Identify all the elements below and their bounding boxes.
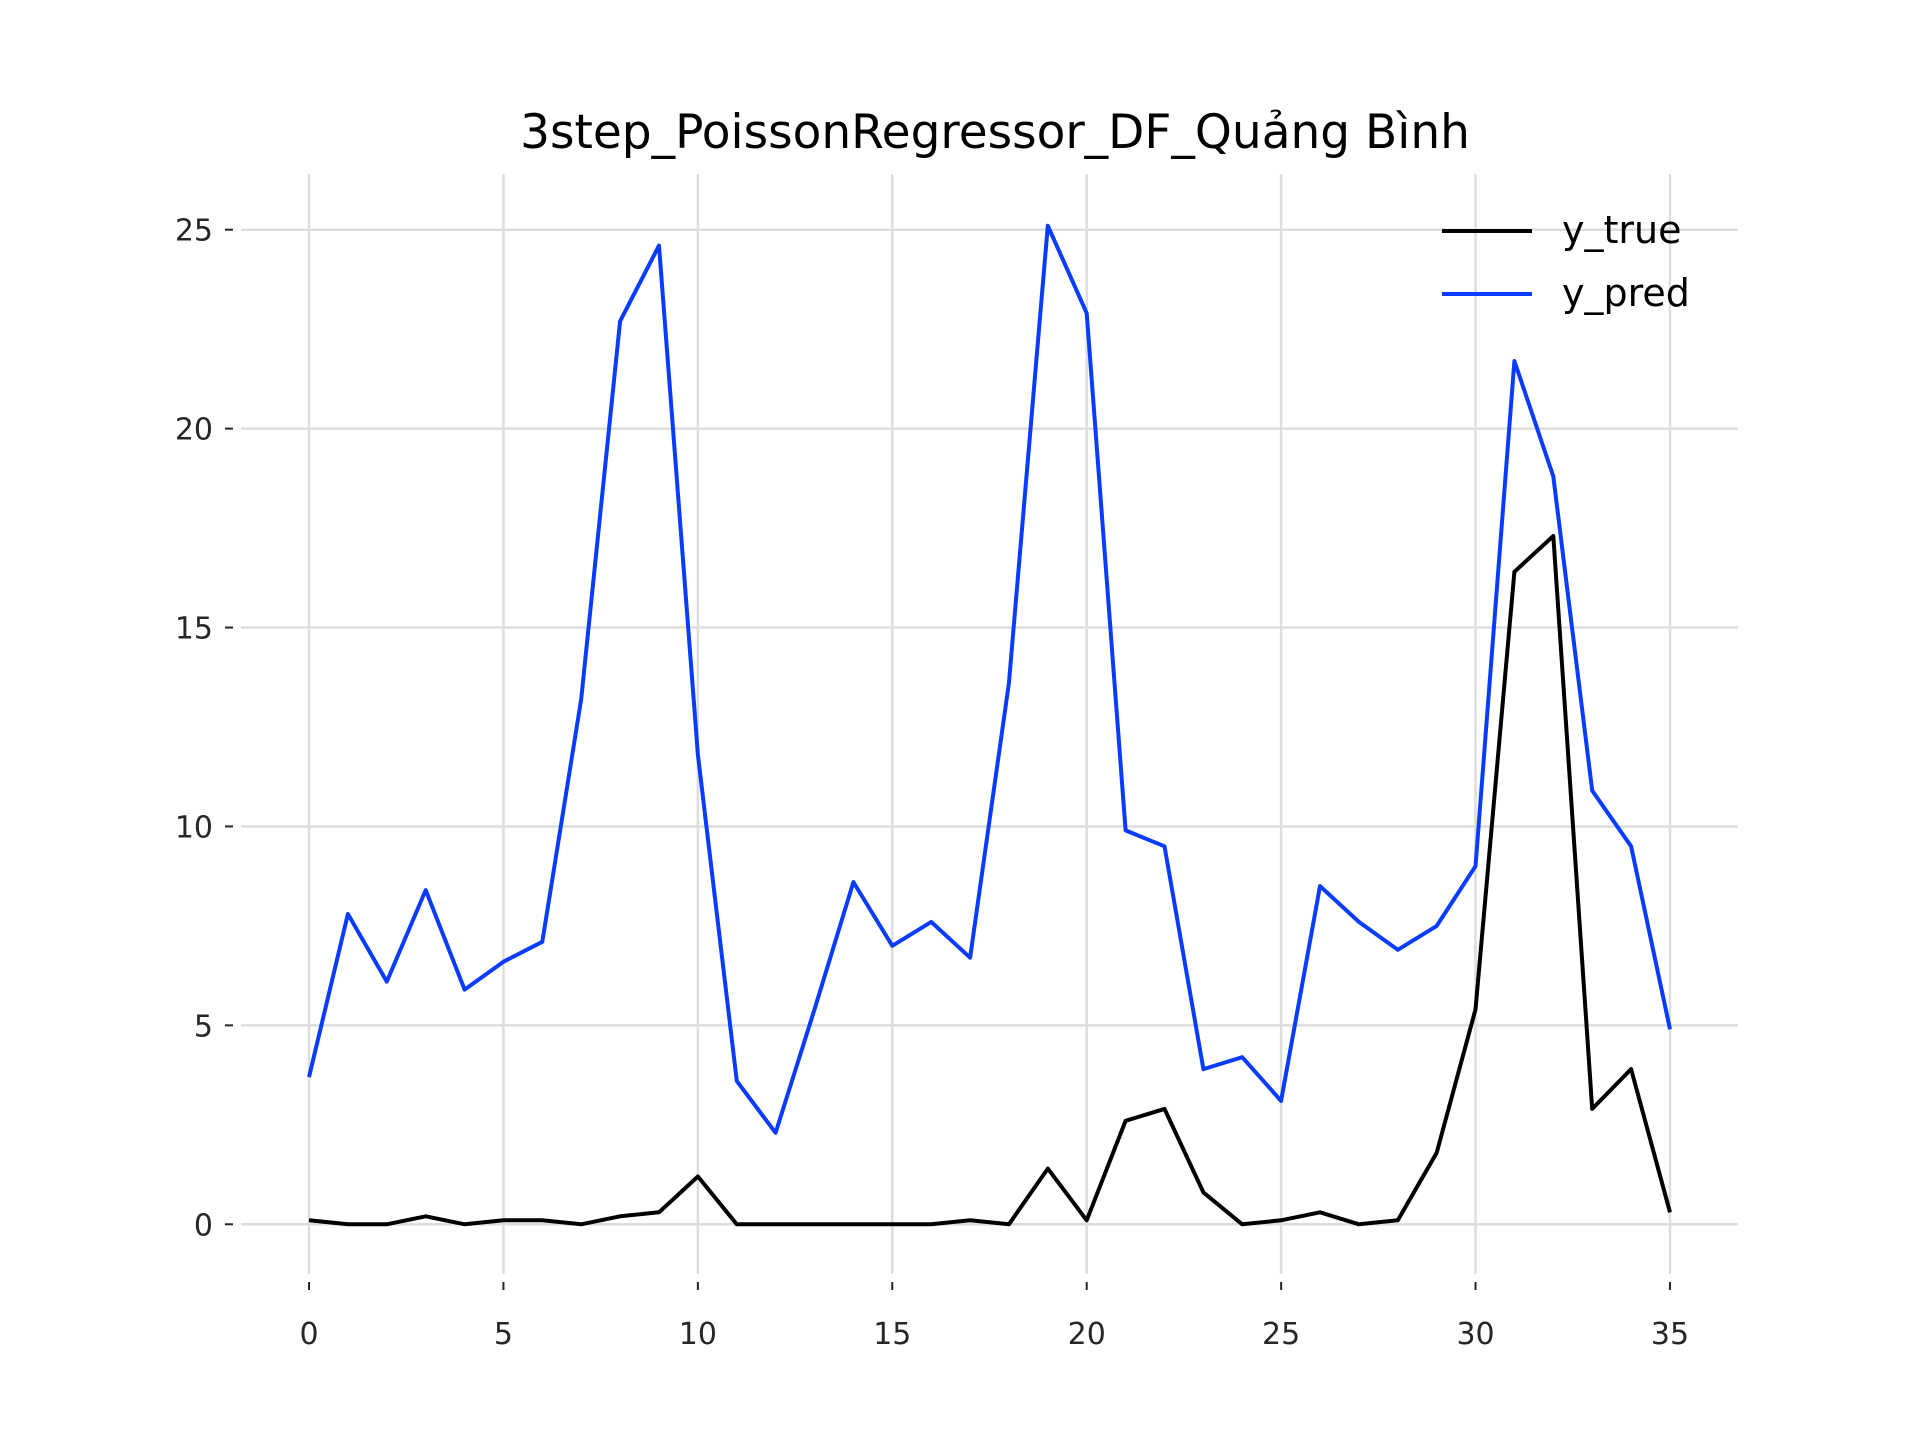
series-lines [307, 223, 1672, 1227]
x-tick-label: 30 [1456, 1317, 1494, 1352]
x-tick-label: 0 [299, 1317, 318, 1352]
x-tick-label: 20 [1068, 1317, 1106, 1352]
y-tick-label: 10 [175, 810, 213, 845]
legend-label-y-true: y_true [1562, 208, 1681, 252]
x-tick-label: 15 [873, 1317, 911, 1352]
x-tick-label: 35 [1651, 1317, 1689, 1352]
legend-label-y-pred: y_pred [1562, 271, 1690, 315]
chart-title: 3step_PoissonRegressor_DF_Quảng Bình [520, 105, 1470, 160]
grid [241, 174, 1738, 1274]
x-tick-label: 5 [494, 1317, 513, 1352]
y-tick-label: 20 [175, 413, 213, 448]
y-tick-label: 0 [194, 1208, 213, 1243]
axis-ticks: 0 5 10 15 20 25 30 35 0 5 10 15 20 25 [175, 214, 1689, 1352]
series-line-y-true [308, 534, 1672, 1227]
y-tick-label: 5 [194, 1009, 213, 1044]
x-tick-label: 10 [679, 1317, 717, 1352]
legend: y_true y_pred [1442, 208, 1690, 315]
y-tick-label: 15 [175, 612, 213, 647]
y-tick-label: 25 [175, 214, 213, 249]
x-tick-label: 25 [1262, 1317, 1300, 1352]
series-line-y-pred [307, 223, 1672, 1135]
